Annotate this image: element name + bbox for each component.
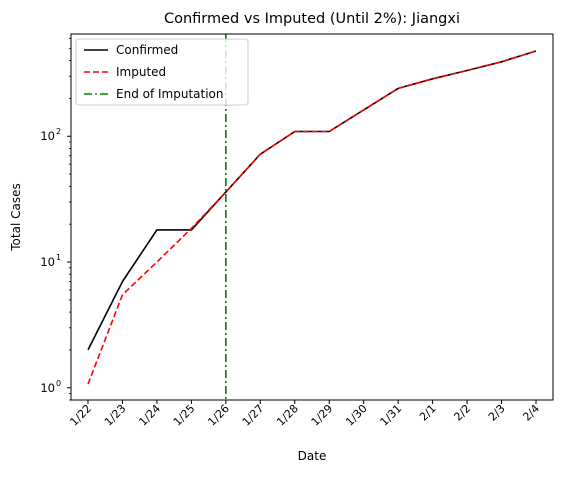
x-tick-label: 1/30 <box>343 402 370 429</box>
y-tick-label: 10 <box>40 129 55 143</box>
y-tick-label: 10 <box>40 381 55 395</box>
x-axis-label: Date <box>298 449 327 463</box>
y-tick-exponent: 1 <box>56 253 61 262</box>
x-axis: 1/22 1/23 1/24 1/25 1/26 1/27 1/28 1/29 1/30 1/31… <box>67 400 542 429</box>
x-tick-label: 2/3 <box>486 402 508 424</box>
series-line-imputed <box>87 50 537 385</box>
y-tick-exponent: 2 <box>56 127 61 136</box>
legend-box <box>75 38 249 106</box>
x-tick-label: 1/31 <box>378 402 405 429</box>
y-axis-label: Total Cases <box>9 183 23 251</box>
legend-label: Confirmed <box>116 43 178 57</box>
x-tick-label: 1/28 <box>274 402 301 429</box>
legend: Confirmed Imputed End of Imputation <box>75 38 249 106</box>
x-tick-label: 2/1 <box>417 402 439 424</box>
x-tick-label: 1/29 <box>309 402 336 429</box>
x-tick-label: 1/23 <box>102 402 129 429</box>
x-tick-label: 1/27 <box>240 402 267 429</box>
y-tick-exponent: 0 <box>56 379 61 388</box>
chart-title: Confirmed vs Imputed (Until 2%): Jiangxi <box>164 11 460 27</box>
x-tick-label: 2/2 <box>451 402 473 424</box>
x-tick-label: 1/22 <box>67 402 94 429</box>
legend-label: End of Imputation <box>116 87 224 101</box>
x-tick-label: 2/4 <box>520 402 542 424</box>
y-tick-label: 10 <box>40 255 55 269</box>
x-tick-label: 1/25 <box>171 402 198 429</box>
plot-frame <box>70 33 554 401</box>
x-tick-label: 1/24 <box>136 402 163 429</box>
legend-label: Imputed <box>116 65 166 79</box>
x-tick-label: 1/26 <box>205 402 232 429</box>
